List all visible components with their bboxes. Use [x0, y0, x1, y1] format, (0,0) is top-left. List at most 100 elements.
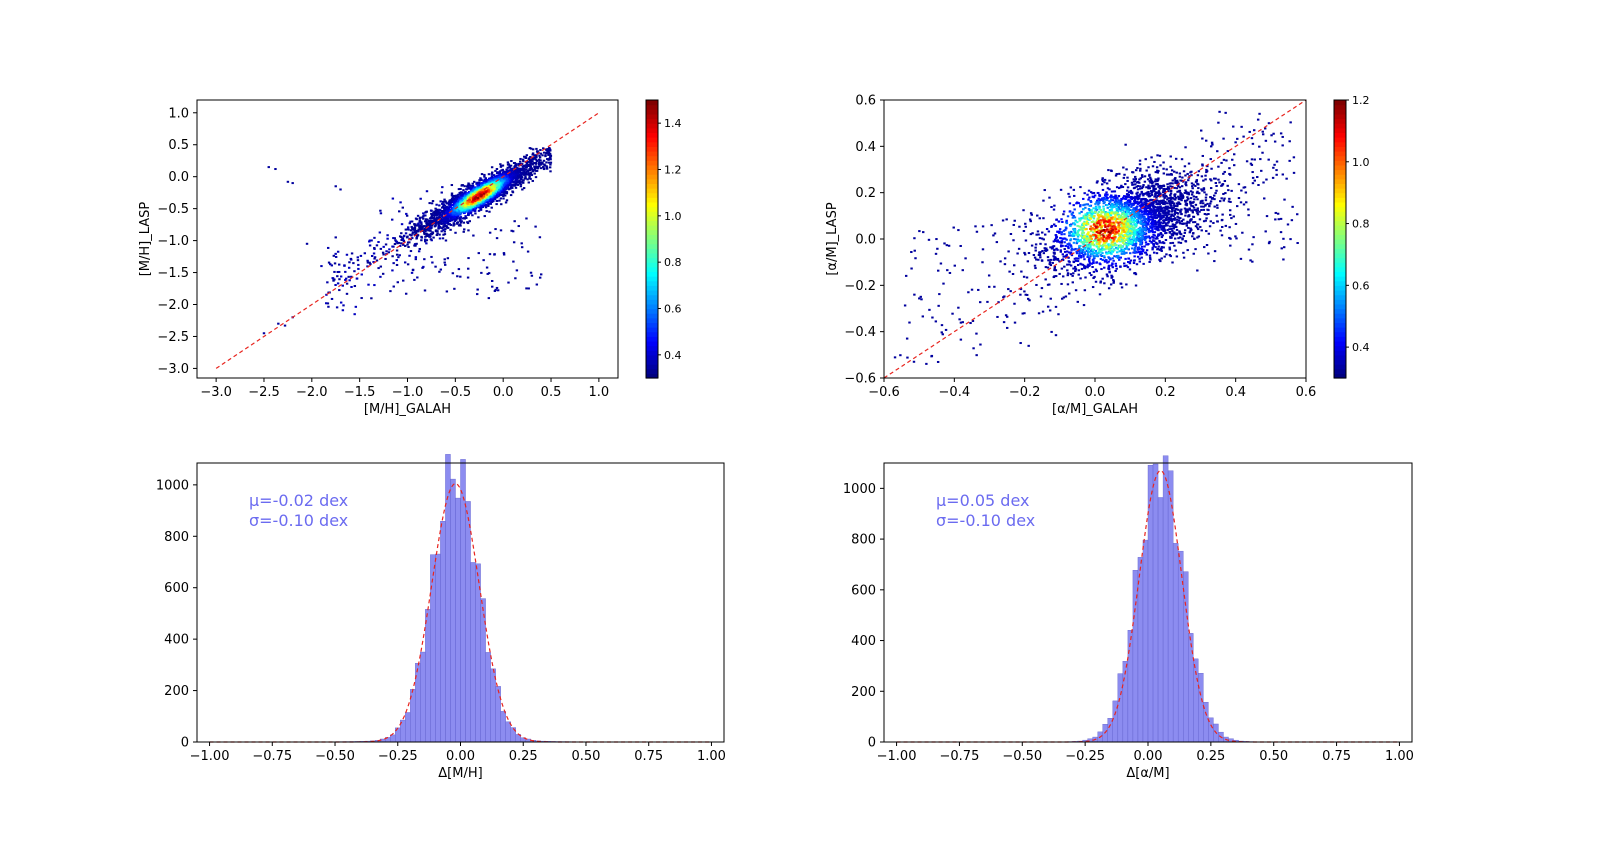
- mh-point: [379, 275, 382, 278]
- am-point: [1192, 183, 1195, 186]
- am-point: [1136, 167, 1139, 170]
- am-point: [977, 288, 980, 291]
- mh-point: [497, 184, 500, 187]
- mh-point: [547, 158, 550, 161]
- am-point: [1202, 205, 1205, 208]
- am-point: [1181, 194, 1184, 197]
- am-point: [1112, 279, 1115, 282]
- am-point: [1177, 237, 1180, 240]
- mh-point: [448, 202, 452, 205]
- mh-point: [444, 263, 447, 266]
- mh-point: [414, 233, 418, 236]
- am-point: [1136, 231, 1140, 234]
- am-point: [1159, 208, 1163, 211]
- am-point: [1134, 183, 1137, 186]
- mh-point: [514, 174, 517, 177]
- am-point: [1122, 196, 1125, 199]
- am-point: [1060, 231, 1064, 234]
- am-point: [1114, 199, 1117, 202]
- am-point: [1082, 255, 1085, 258]
- mh-point: [335, 306, 339, 309]
- mh-point: [545, 167, 549, 170]
- am-point: [1160, 257, 1163, 260]
- mh-point: [529, 165, 532, 168]
- am-point: [1053, 265, 1057, 268]
- mh-point: [429, 226, 432, 229]
- am-point: [1174, 249, 1177, 252]
- am-point: [1209, 187, 1213, 190]
- mh-colorbar-segment: [646, 137, 658, 143]
- mh-point: [501, 181, 504, 184]
- mh-point: [477, 202, 481, 205]
- am-point: [1133, 199, 1137, 202]
- mh-point: [459, 216, 463, 219]
- mh-colorbar-segment: [646, 257, 658, 263]
- am-point: [1131, 243, 1135, 246]
- am-point: [1252, 236, 1255, 239]
- am-point: [1118, 172, 1121, 175]
- am-point: [944, 328, 948, 331]
- am-point: [1158, 214, 1162, 217]
- mh-point: [456, 206, 460, 209]
- am-point: [1213, 198, 1216, 201]
- am-point: [1095, 261, 1099, 264]
- am-point: [1149, 218, 1153, 221]
- am-point: [1045, 249, 1049, 252]
- am-point: [1110, 198, 1113, 201]
- mh-point: [520, 246, 524, 249]
- mh-point: [527, 157, 530, 160]
- am-point: [1153, 195, 1156, 198]
- am-point: [1041, 310, 1045, 313]
- am-point: [1207, 232, 1211, 235]
- mh-point: [486, 198, 490, 201]
- am-point: [1196, 190, 1199, 193]
- mh-point: [417, 224, 420, 227]
- mh-point: [498, 199, 501, 202]
- mh-point: [393, 243, 397, 246]
- am-point: [1221, 213, 1224, 216]
- mh-point: [485, 193, 488, 196]
- mh-point: [522, 179, 525, 182]
- am-point: [1158, 241, 1162, 244]
- am-point: [1101, 259, 1104, 262]
- am-point: [1177, 216, 1180, 219]
- mh-point: [513, 220, 516, 223]
- am-point: [1208, 205, 1211, 208]
- mh-point: [495, 286, 499, 289]
- am-point: [1157, 190, 1161, 193]
- am-point: [1286, 223, 1290, 226]
- am-point: [1151, 246, 1154, 249]
- am-point: [1152, 212, 1155, 215]
- am-point: [1163, 210, 1166, 213]
- am-point: [1072, 215, 1075, 218]
- mh-point: [483, 189, 487, 192]
- mh-colorbar-segment: [646, 276, 658, 282]
- mh-point: [454, 204, 457, 207]
- am-point: [1279, 231, 1283, 234]
- mh-point: [474, 202, 477, 205]
- am-point: [1222, 137, 1225, 140]
- mh-point: [350, 285, 353, 288]
- am-point: [1128, 209, 1132, 212]
- am-point: [947, 244, 951, 247]
- mh-point: [525, 217, 528, 220]
- am-point: [1083, 289, 1087, 292]
- am-point: [1049, 297, 1052, 300]
- am-point: [1200, 129, 1203, 132]
- am-point: [1237, 197, 1241, 200]
- mh-point: [463, 202, 466, 205]
- mh-point: [482, 195, 486, 198]
- mh-point: [495, 183, 498, 186]
- am-point: [1149, 258, 1152, 261]
- am-point: [1179, 191, 1182, 194]
- mh-point: [425, 221, 428, 224]
- mh-point: [456, 203, 460, 206]
- mh-point: [432, 216, 435, 219]
- am-point: [1166, 228, 1169, 231]
- mh-point: [496, 289, 500, 292]
- mh-point: [536, 167, 539, 170]
- am-point: [1155, 166, 1159, 169]
- mh-point: [450, 197, 454, 200]
- am-point: [1055, 236, 1058, 239]
- am-point: [1138, 210, 1141, 213]
